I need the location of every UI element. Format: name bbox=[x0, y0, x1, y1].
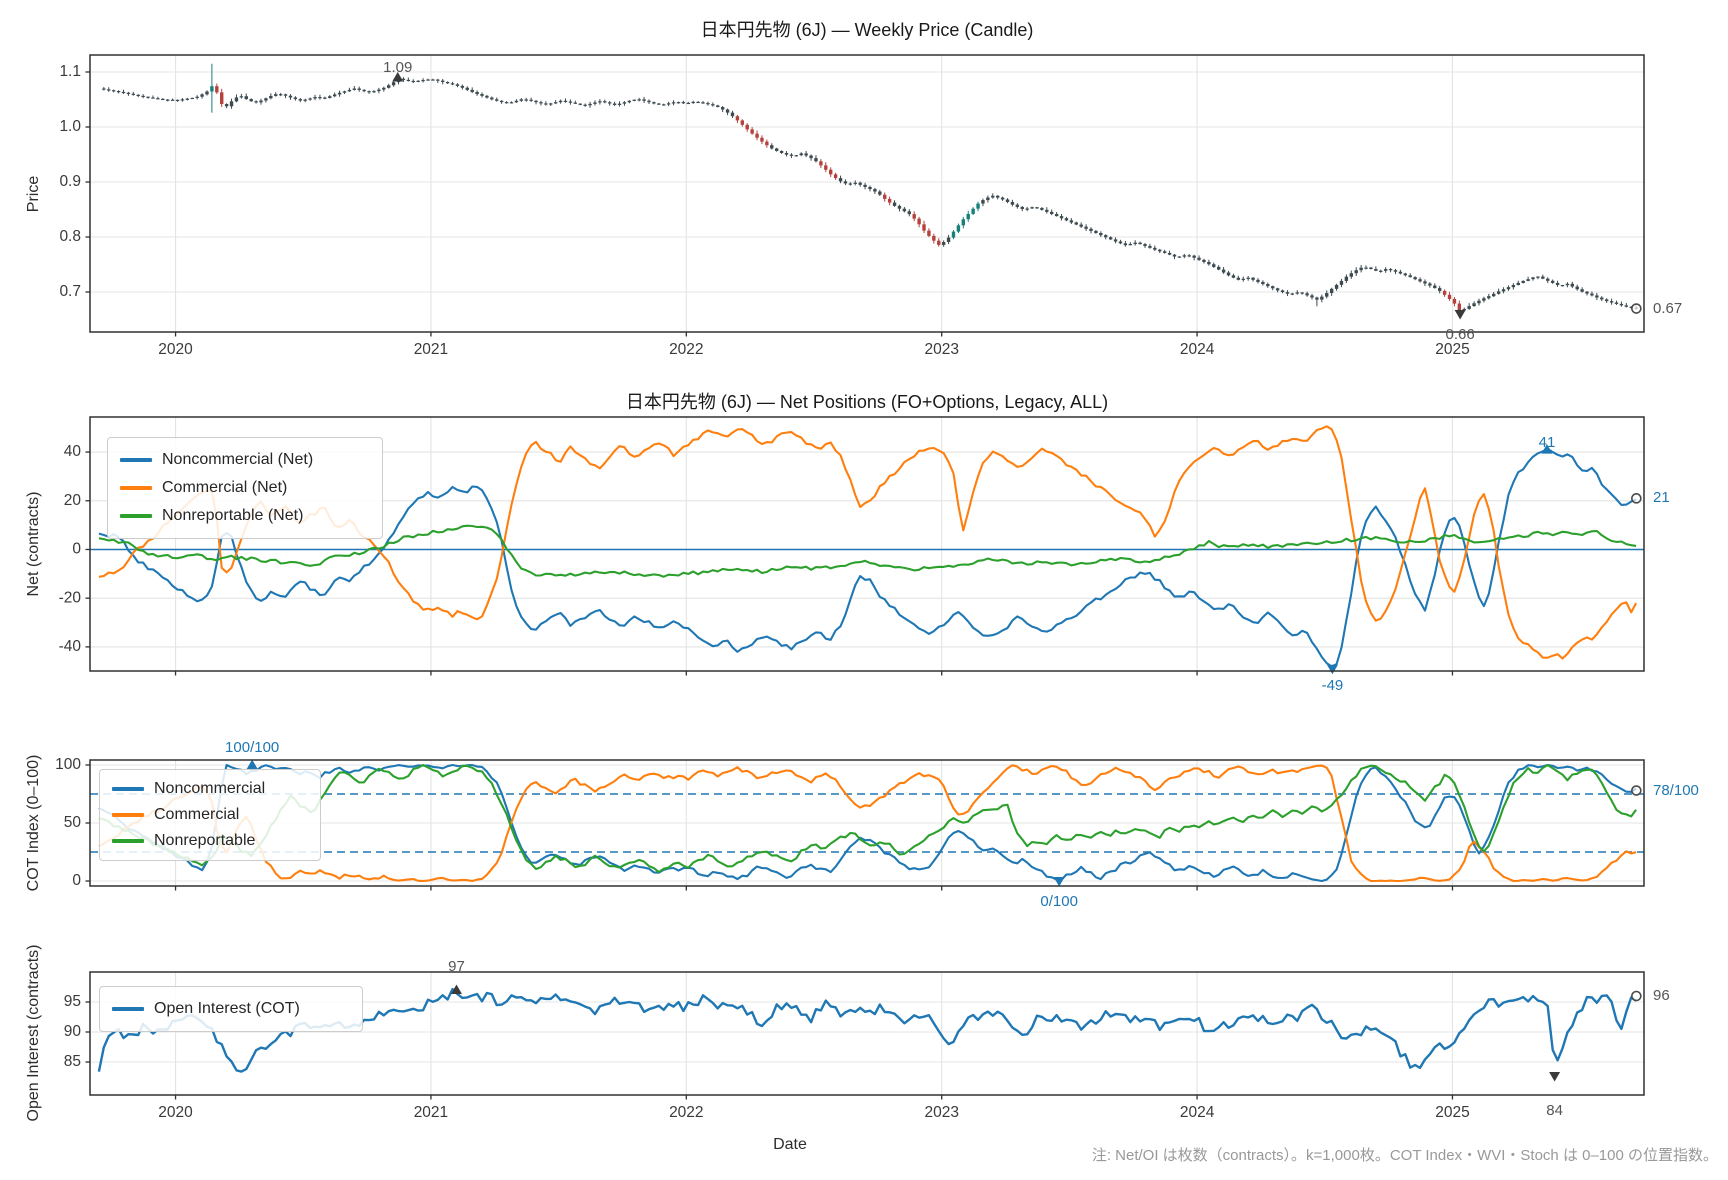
x-tick-label: 2022 bbox=[669, 341, 703, 358]
annotation-net-low: -49 bbox=[1321, 676, 1344, 694]
legend-item: Noncommercial (Net) bbox=[120, 446, 368, 474]
x-tick-label: 2023 bbox=[924, 1104, 958, 1121]
x-tick-label: 2024 bbox=[1180, 1104, 1215, 1121]
y-tick-label: 50 bbox=[64, 814, 82, 831]
annotation-net-high: 41 bbox=[1538, 433, 1556, 451]
annotation-index-high: 100/100 bbox=[225, 738, 280, 756]
annotation-index-last: 78/100 bbox=[1653, 781, 1699, 799]
annotation-index-low: 0/100 bbox=[1040, 893, 1078, 910]
legend-swatch-nonreportable bbox=[112, 839, 144, 843]
y-tick-label: 0.9 bbox=[59, 173, 81, 190]
y-tick-label: -40 bbox=[59, 638, 82, 655]
legend-swatch-commercial bbox=[120, 486, 152, 490]
y-tick-label: 1.1 bbox=[59, 63, 81, 80]
annotation-oi-high: 97 bbox=[448, 958, 465, 975]
annotation-net-last: 21 bbox=[1653, 489, 1670, 507]
x-tick-label: 2020 bbox=[158, 341, 193, 358]
legend-label: Open Interest (COT) bbox=[154, 1000, 300, 1017]
y-tick-label: 90 bbox=[64, 1023, 82, 1040]
net-panel-title: 日本円先物 (6J) — Net Positions (FO+Options, … bbox=[625, 392, 1109, 412]
x-tick-label: 2021 bbox=[414, 1104, 448, 1121]
legend-item: Open Interest (COT) bbox=[112, 995, 348, 1023]
cot-index-legend: Noncommercial Commercial Nonreportable bbox=[99, 769, 321, 861]
x-tick-label: 2022 bbox=[669, 1104, 703, 1121]
price-panel-title: 日本円先物 (6J) — Weekly Price (Candle) bbox=[700, 20, 1034, 40]
annotation-price-last: 0.67 bbox=[1653, 299, 1683, 317]
x-tick-label: 2021 bbox=[414, 341, 448, 358]
y-tick-label: 100 bbox=[55, 756, 81, 773]
annotation-oi-last: 96 bbox=[1653, 987, 1670, 1004]
legend-label: Noncommercial bbox=[154, 780, 266, 797]
cot-index-ylabel: COT Index (0–100) bbox=[25, 754, 42, 892]
x-tick-label: 2024 bbox=[1180, 341, 1215, 358]
x-tick-label: 2020 bbox=[158, 1104, 193, 1121]
legend-swatch-noncommercial bbox=[120, 458, 152, 462]
legend-label: Nonreportable (Net) bbox=[162, 507, 304, 524]
y-tick-label: -20 bbox=[59, 589, 82, 606]
annotation-price-high: 1.09 bbox=[383, 59, 413, 77]
y-tick-label: 0.8 bbox=[59, 228, 81, 245]
price-ylabel: Price bbox=[25, 175, 42, 213]
x-tick-label: 2025 bbox=[1435, 1104, 1469, 1121]
open-interest-legend: Open Interest (COT) bbox=[99, 986, 363, 1032]
x-tick-label: 2023 bbox=[924, 341, 958, 358]
y-tick-label: 0 bbox=[72, 872, 81, 889]
x-tick-label: 2025 bbox=[1435, 341, 1469, 358]
y-tick-label: 20 bbox=[64, 492, 82, 509]
legend-item: Nonreportable bbox=[112, 828, 308, 854]
annotation-price-low: 0.66 bbox=[1445, 326, 1475, 343]
y-tick-label: 40 bbox=[64, 443, 82, 460]
legend-swatch-noncommercial bbox=[112, 787, 144, 791]
net-panel-legend: Noncommercial (Net) Commercial (Net) Non… bbox=[107, 437, 383, 539]
y-tick-label: 85 bbox=[64, 1053, 81, 1070]
footnote: 注: Net/OI は枚数（contracts）。k=1,000枚。COT In… bbox=[1091, 1147, 1718, 1164]
legend-item: Nonreportable (Net) bbox=[120, 502, 368, 530]
net-ylabel: Net (contracts) bbox=[25, 491, 42, 597]
legend-swatch-nonreportable bbox=[120, 514, 152, 518]
legend-item: Commercial bbox=[112, 802, 308, 828]
legend-swatch-open-interest bbox=[112, 1007, 144, 1011]
legend-label: Noncommercial (Net) bbox=[162, 451, 314, 468]
legend-label: Commercial (Net) bbox=[162, 479, 288, 496]
y-tick-label: 0 bbox=[72, 541, 81, 558]
date-axis-label: Date bbox=[773, 1136, 807, 1153]
y-tick-label: 0.7 bbox=[59, 283, 81, 300]
annotation-oi-low: 84 bbox=[1546, 1102, 1563, 1119]
legend-item: Noncommercial bbox=[112, 776, 308, 802]
legend-label: Nonreportable bbox=[154, 832, 256, 849]
legend-item: Commercial (Net) bbox=[120, 474, 368, 502]
y-tick-label: 1.0 bbox=[59, 118, 81, 135]
legend-swatch-commercial bbox=[112, 813, 144, 817]
legend-label: Commercial bbox=[154, 806, 240, 823]
y-tick-label: 95 bbox=[64, 993, 81, 1010]
open-interest-ylabel: Open Interest (contracts) bbox=[25, 944, 42, 1122]
